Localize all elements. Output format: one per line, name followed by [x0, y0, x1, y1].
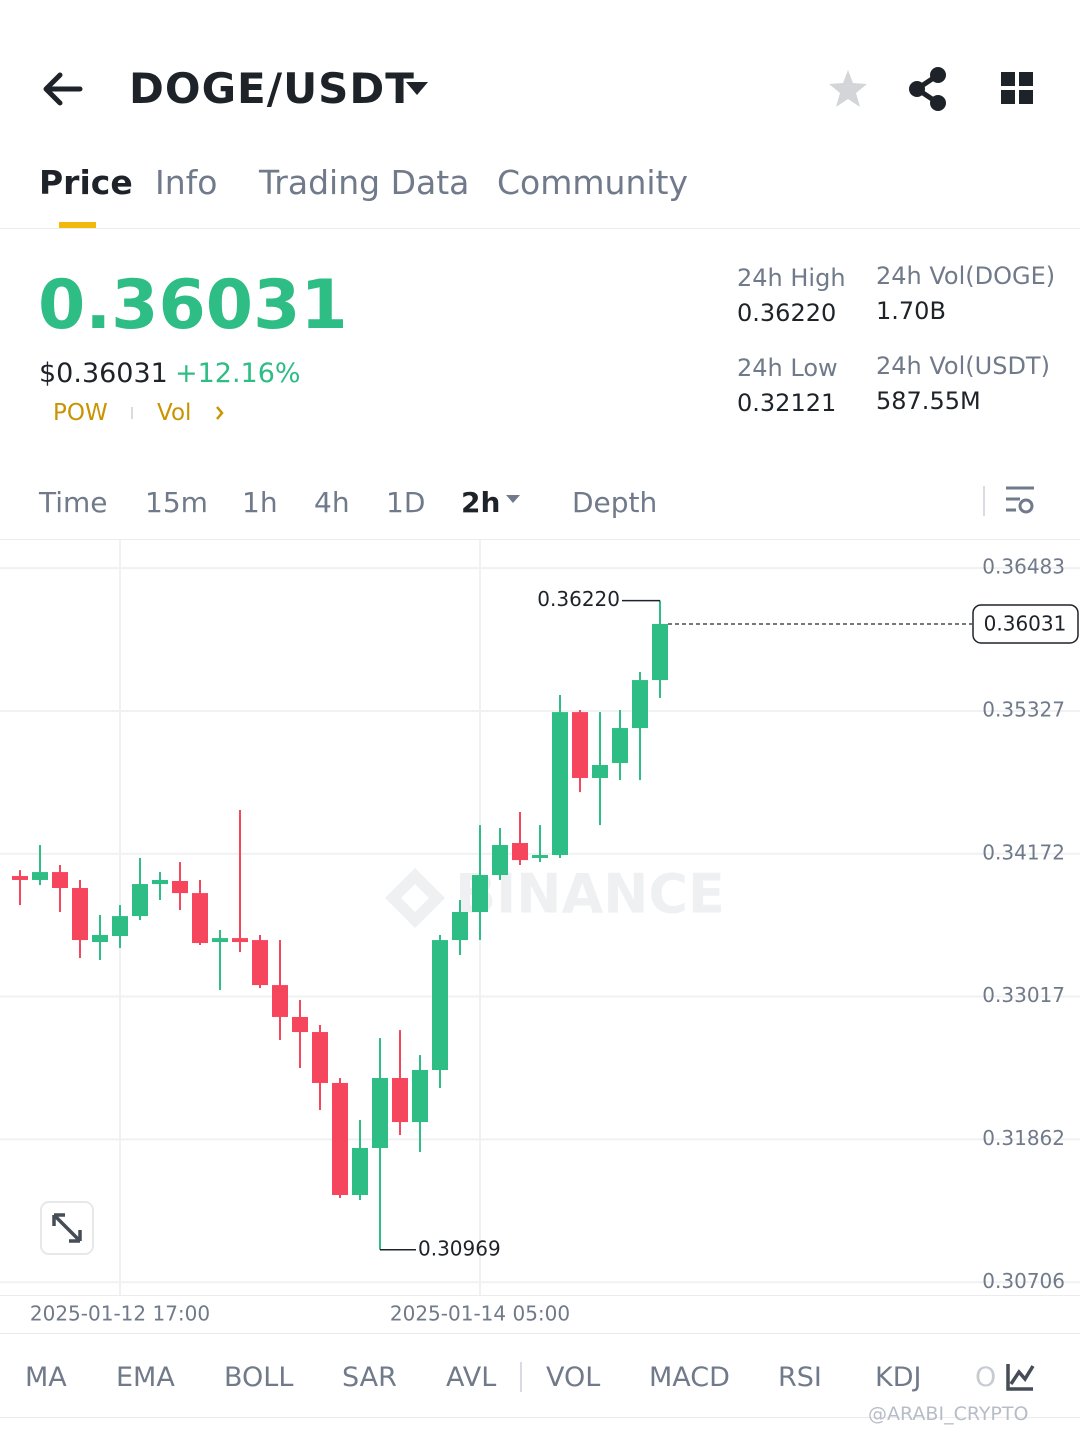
watermark-text: @ARABI_CRYPTO — [868, 1403, 1029, 1425]
candle-body — [492, 844, 508, 876]
tag[interactable]: Vol — [157, 400, 192, 426]
stat-label: 24h High — [737, 264, 846, 292]
candle-body — [192, 893, 208, 944]
candle-body — [232, 938, 248, 943]
share-icon[interactable] — [909, 67, 946, 111]
candle-body — [572, 712, 588, 778]
candle-body — [652, 623, 668, 681]
candle-body — [632, 680, 648, 729]
price-change: +12.16% — [175, 358, 301, 389]
x-tick-label: 2025-01-14 05:00 — [390, 1302, 570, 1326]
interval[interactable]: 4h — [314, 486, 350, 519]
candle-body — [392, 1078, 408, 1123]
tab[interactable]: Community — [497, 163, 688, 202]
low-marker-label: 0.30969 — [418, 1236, 501, 1260]
indicator[interactable]: MACD — [649, 1362, 730, 1393]
interval[interactable]: 2h — [461, 486, 501, 519]
back-button[interactable] — [43, 72, 83, 106]
stat-value: 0.36220 — [737, 299, 837, 327]
watermark-logo — [385, 868, 445, 928]
pair-dropdown[interactable] — [406, 82, 428, 95]
candle-body — [592, 765, 608, 778]
y-tick-label: 0.35327 — [982, 697, 1065, 721]
y-tick-label: 0.30706 — [982, 1269, 1065, 1293]
stat-label: 24h Low — [737, 354, 838, 382]
indicator[interactable]: VOL — [546, 1362, 601, 1393]
indicator[interactable]: BOLL — [224, 1362, 294, 1393]
candle-body — [252, 940, 268, 986]
last-price-label: 0.36031 — [984, 611, 1067, 635]
candle-body — [412, 1069, 428, 1123]
x-tick-label: 2025-01-12 17:00 — [30, 1302, 210, 1326]
candle-body — [532, 855, 548, 858]
tab[interactable]: Info — [155, 163, 218, 202]
tab-indicator — [59, 222, 96, 228]
candle-body — [552, 712, 568, 856]
candle-body — [452, 911, 468, 941]
tab[interactable]: Trading Data — [259, 163, 470, 202]
indicator[interactable]: AVL — [446, 1362, 497, 1393]
tag[interactable]: POW — [53, 400, 108, 426]
interval[interactable]: 15m — [145, 486, 208, 519]
stat-value: 1.70B — [876, 297, 946, 325]
candle-body — [292, 1016, 308, 1033]
high-marker-label: 0.36220 — [537, 587, 620, 611]
candle-body — [612, 728, 628, 764]
indicator[interactable]: O — [975, 1362, 997, 1393]
pair-title[interactable]: DOGE/USDT — [129, 64, 415, 113]
fullscreen-button[interactable] — [40, 1201, 94, 1255]
candle-body — [372, 1078, 388, 1149]
candle-body — [312, 1032, 328, 1083]
candle-body — [152, 879, 168, 885]
usd-price: $0.36031 — [39, 358, 168, 389]
interval-dropdown[interactable] — [506, 495, 520, 503]
y-tick-label: 0.34172 — [982, 840, 1065, 864]
indicator-settings-icon[interactable] — [1006, 1364, 1035, 1391]
favorite-icon[interactable] — [829, 70, 867, 107]
indicator[interactable]: MA — [25, 1362, 67, 1393]
candle-body — [52, 872, 68, 889]
candle-body — [352, 1148, 368, 1195]
interval[interactable]: 1h — [242, 486, 278, 519]
candle-body — [12, 876, 28, 880]
indicator[interactable]: KDJ — [875, 1362, 922, 1393]
stat-value: 587.55M — [876, 387, 981, 415]
candle-body — [212, 938, 228, 943]
candle-body — [472, 875, 488, 912]
candle-body — [332, 1082, 348, 1195]
stat-label: 24h Vol(DOGE) — [876, 262, 1056, 290]
y-tick-label: 0.31862 — [982, 1126, 1065, 1150]
indicator[interactable]: EMA — [116, 1362, 175, 1393]
y-tick-label: 0.36483 — [982, 555, 1065, 579]
indicator[interactable]: RSI — [778, 1362, 822, 1393]
candle-body — [432, 940, 448, 1070]
chart-settings-icon[interactable] — [1006, 486, 1034, 514]
candle-body — [72, 888, 88, 941]
last-price-box — [972, 604, 1079, 644]
y-tick-label: 0.33017 — [982, 983, 1065, 1007]
candle-body — [112, 916, 128, 936]
stat-label: 24h Vol(USDT) — [876, 352, 1050, 380]
layout-icon[interactable] — [1001, 72, 1033, 104]
interval[interactable]: Depth — [572, 486, 658, 519]
candle-body — [512, 843, 528, 861]
candle-body — [272, 985, 288, 1017]
candle-body — [92, 934, 108, 943]
interval[interactable]: 1D — [386, 486, 426, 519]
interval[interactable]: Time — [39, 486, 108, 519]
indicator[interactable]: SAR — [342, 1362, 397, 1393]
candle-body — [172, 880, 188, 894]
tab[interactable]: Price — [39, 163, 133, 202]
last-price: 0.36031 — [38, 266, 348, 345]
chevron — [216, 406, 224, 420]
candle-body — [32, 872, 48, 880]
candle-body — [132, 884, 148, 917]
stat-value: 0.32121 — [737, 389, 837, 417]
